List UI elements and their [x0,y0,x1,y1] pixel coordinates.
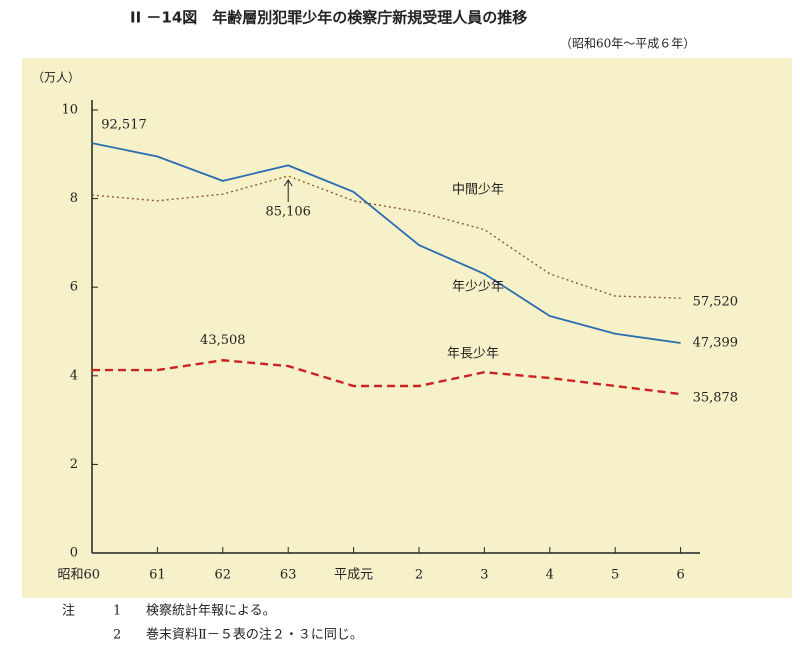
value-label: 47,399 [693,336,739,351]
series-label: 年少少年 [452,280,504,295]
x-tick-label: 3 [480,568,488,583]
x-tick-label: 昭和60 [57,568,100,583]
chart-title: II －14図 年齢層別犯罪少年の検察庁新規受理人員の推移 [130,9,527,27]
value-label: 85,106 [265,204,311,219]
x-tick-label: 5 [611,568,619,583]
series-label: 年長少年 [447,347,499,362]
y-tick-label: 6 [70,280,78,295]
y-tick-label: 0 [70,546,78,561]
series-line [91,142,681,344]
y-tick-label: 4 [70,368,78,383]
series-label: 中間少年 [452,183,504,198]
x-tick-label: 2 [415,568,423,583]
y-tick-label: 8 [70,191,78,206]
value-label: 43,508 [200,333,246,348]
series-line [92,359,681,396]
y-tick-label: 10 [61,103,78,118]
note-text: 巻末資料Ⅱ－５表の注２・３に同じ。 [146,628,363,643]
value-label: 57,520 [693,295,739,310]
x-tick-label: 63 [280,568,297,583]
annotation-arrow [283,179,293,202]
x-tick-label: 4 [546,568,554,583]
y-axis-label: （万人） [32,71,80,85]
y-tick-label: 2 [70,457,78,472]
x-tick-label: 62 [215,568,232,583]
value-label: 35,878 [693,391,739,406]
notes-label: 注 [62,604,75,619]
chart-subtitle: （昭和60年～平成６年） [560,37,695,51]
value-label: 92,517 [101,118,147,133]
x-tick-label: 平成元 [334,568,373,583]
x-tick-label: 6 [676,568,684,583]
note-text: 検察統計年報による。 [146,603,276,619]
note-number: 1 [113,604,121,619]
x-tick-label: 61 [149,568,166,583]
note-number: 2 [113,628,121,643]
plot-background [22,58,792,598]
series-line [91,175,681,299]
